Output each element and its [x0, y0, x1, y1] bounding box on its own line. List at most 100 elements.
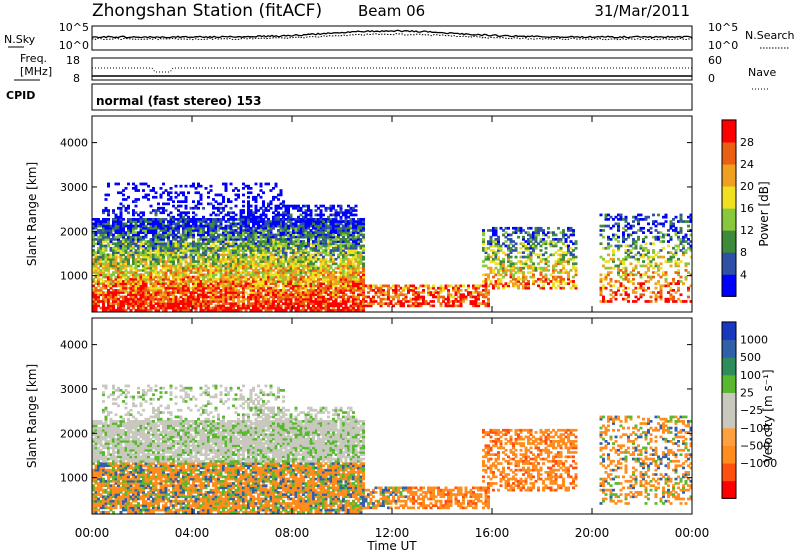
heatmap-cell — [102, 302, 105, 305]
heatmap-cell — [159, 286, 163, 290]
heatmap-cell — [167, 255, 170, 259]
heatmap-cell — [117, 284, 120, 288]
heatmap-cell — [267, 220, 270, 223]
heatmap-cell — [149, 295, 153, 299]
heatmap-cell — [134, 204, 138, 208]
heatmap-cell — [102, 249, 105, 252]
heatmap-cell — [114, 308, 118, 312]
heatmap-cell — [107, 280, 110, 283]
heatmap-cell — [114, 238, 118, 241]
heatmap-cell — [94, 220, 98, 223]
heatmap-cell — [97, 240, 100, 243]
heatmap-cell — [299, 246, 303, 250]
heatmap-cell — [147, 302, 150, 305]
heatmap-cell — [104, 218, 108, 221]
heatmap-cell — [124, 297, 128, 301]
heatmap-cell — [154, 257, 158, 261]
heatmap-cell — [109, 308, 113, 312]
heatmap-cell — [144, 260, 148, 263]
heatmap-cell — [139, 222, 143, 226]
heatmap-cell — [149, 262, 153, 266]
heatmap-cell — [97, 222, 100, 226]
heatmap-cell — [137, 300, 140, 303]
heatmap-cell — [122, 226, 125, 230]
heatmap-cell — [157, 244, 160, 248]
heatmap-cell — [237, 195, 240, 199]
heatmap-cell — [114, 231, 118, 234]
heatmap-cell — [122, 229, 125, 232]
heatmap-cell — [142, 289, 145, 292]
heatmap-cell — [162, 266, 165, 270]
heatmap-cell — [289, 213, 293, 217]
heatmap-cell — [162, 242, 165, 246]
heatmap-cell — [117, 242, 120, 246]
heatmap-cell — [132, 277, 135, 281]
heatmap-cell — [157, 242, 160, 246]
heatmap-cell — [142, 253, 145, 257]
heatmap-cell — [94, 262, 98, 266]
heatmap-cell — [104, 220, 108, 223]
heatmap-cell — [104, 308, 108, 312]
heatmap-cell — [137, 282, 140, 285]
heatmap-cell — [117, 302, 120, 305]
heatmap-cell — [149, 246, 153, 250]
heatmap-cell — [94, 255, 98, 259]
heatmap-cell — [107, 275, 110, 279]
heatmap-cell — [102, 231, 105, 234]
heatmap-cell — [107, 295, 110, 299]
heatmap-cell — [99, 291, 103, 294]
heatmap-cell — [149, 220, 153, 223]
heatmap-cell — [104, 206, 108, 210]
heatmap-cell — [99, 246, 103, 250]
heatmap-cell — [132, 233, 135, 237]
heatmap-cell — [154, 251, 158, 254]
heatmap-cell — [122, 289, 125, 292]
heatmap-cell — [132, 224, 135, 228]
heatmap-cell — [157, 275, 160, 279]
heatmap-cell — [334, 238, 338, 241]
heatmap-cell — [147, 291, 150, 294]
heatmap-cell — [137, 304, 140, 308]
heatmap-cell — [94, 242, 98, 246]
heatmap-cell — [122, 224, 125, 228]
heatmap-cell — [97, 218, 100, 221]
heatmap-cell — [104, 229, 108, 232]
heatmap-cell — [94, 308, 98, 312]
heatmap-cell — [102, 244, 105, 248]
heatmap-cell — [147, 295, 150, 299]
heatmap-cell — [114, 264, 118, 268]
heatmap-cell — [134, 295, 138, 299]
heatmap-cell — [157, 282, 160, 285]
heatmap-cell — [172, 215, 175, 219]
heatmap-cell — [182, 191, 185, 195]
heatmap-cell — [137, 293, 140, 297]
heatmap-cell — [172, 260, 175, 263]
heatmap-cell — [124, 224, 128, 228]
heatmap-cell — [142, 238, 145, 241]
heatmap-cell — [149, 249, 153, 252]
heatmap-cell — [192, 233, 195, 237]
heatmap-cell — [142, 226, 145, 230]
heatmap-cell — [137, 275, 140, 279]
heatmap-cell — [482, 229, 485, 232]
heatmap-cell — [92, 218, 95, 221]
heatmap-cell — [117, 291, 120, 294]
heatmap-cell — [144, 271, 148, 274]
heatmap-cell — [104, 249, 108, 252]
heatmap-cell — [242, 204, 245, 208]
heatmap-cell — [132, 238, 135, 241]
heatmap-cell — [119, 253, 123, 257]
heatmap-cell — [124, 280, 128, 283]
heatmap-cell — [117, 233, 120, 237]
heatmap-cell — [147, 198, 150, 201]
heatmap-cell — [107, 260, 110, 263]
heatmap-cell — [124, 271, 128, 274]
heatmap-cell — [134, 297, 138, 301]
heatmap-cell — [127, 300, 130, 303]
heatmap-cell — [152, 255, 155, 259]
heatmap-cell — [139, 300, 143, 303]
heatmap-cell — [124, 308, 128, 312]
heatmap-cell — [119, 277, 123, 281]
heatmap-cell — [249, 246, 253, 250]
heatmap-cell — [137, 262, 140, 266]
